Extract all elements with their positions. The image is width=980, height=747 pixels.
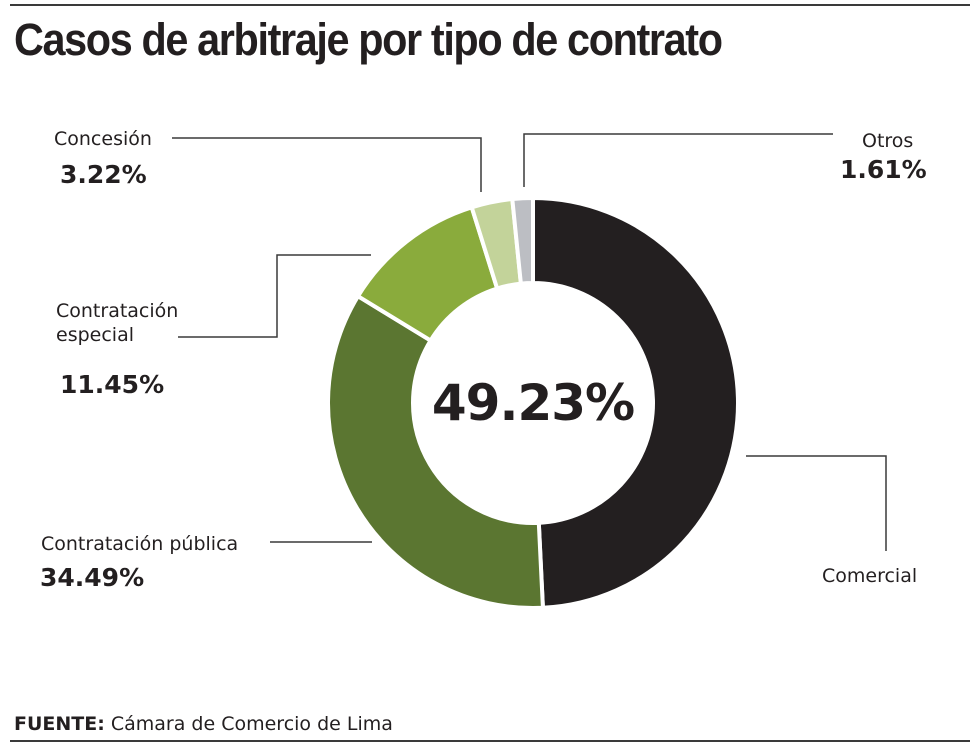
leader-comercial bbox=[746, 455, 887, 551]
source-note: FUENTE: Cámara de Comercio de Lima bbox=[14, 713, 393, 735]
leader-contratacion-especial bbox=[178, 254, 371, 338]
donut-slices bbox=[326, 195, 740, 610]
label-concesion: Concesión bbox=[54, 128, 152, 150]
leader-lines bbox=[172, 133, 887, 551]
label-comercial: Comercial bbox=[822, 565, 918, 587]
center-value: 49.23% bbox=[431, 374, 635, 432]
top-rule bbox=[10, 4, 970, 6]
source-label: FUENTE: bbox=[14, 713, 105, 735]
value-concesion: 3.22% bbox=[60, 160, 147, 189]
chart-title: Casos de arbitraje por tipo de contrato bbox=[14, 14, 723, 65]
label-contratacion-especial-line2: especial bbox=[56, 324, 134, 346]
source-text: Cámara de Comercio de Lima bbox=[110, 713, 393, 735]
label-otros: Otros bbox=[862, 130, 914, 152]
value-otros: 1.61% bbox=[840, 155, 927, 184]
label-contratacion-especial-line1: Contratación bbox=[56, 300, 179, 322]
label-contratacion-publica: Contratación pública bbox=[41, 533, 239, 555]
slice-otros bbox=[510, 195, 535, 286]
value-contratacion-publica: 34.49% bbox=[40, 563, 145, 592]
value-contratacion-especial: 11.45% bbox=[60, 370, 165, 399]
slice-contratacion-publica bbox=[326, 293, 546, 610]
leader-concesion bbox=[172, 137, 482, 192]
leader-otros bbox=[523, 133, 833, 187]
bottom-rule bbox=[10, 740, 970, 742]
slice-comercial bbox=[531, 195, 740, 610]
